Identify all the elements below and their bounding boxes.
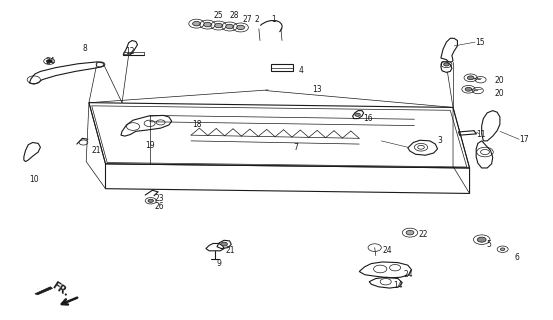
Text: 7: 7 [293, 143, 298, 152]
Text: 24: 24 [46, 57, 55, 66]
Circle shape [500, 248, 505, 251]
Text: 4: 4 [299, 66, 304, 75]
Text: 21: 21 [92, 146, 101, 155]
Text: 18: 18 [192, 120, 202, 130]
Text: 28: 28 [229, 11, 239, 20]
Circle shape [465, 87, 472, 91]
Circle shape [406, 230, 414, 235]
Text: 27: 27 [242, 15, 252, 24]
Circle shape [215, 23, 222, 28]
Text: 12: 12 [125, 47, 134, 56]
Text: 20: 20 [494, 89, 504, 98]
Text: FR.: FR. [50, 280, 71, 299]
Text: 9: 9 [217, 259, 222, 268]
Text: 22: 22 [419, 230, 429, 239]
Text: 19: 19 [145, 141, 155, 150]
Text: 17: 17 [519, 135, 529, 144]
Text: 3: 3 [437, 136, 442, 145]
Circle shape [237, 25, 244, 30]
Text: 15: 15 [475, 38, 485, 47]
Polygon shape [35, 287, 53, 295]
Text: 10: 10 [29, 175, 39, 184]
Text: 20: 20 [494, 76, 504, 85]
Text: 24: 24 [403, 270, 413, 279]
Circle shape [46, 60, 52, 63]
Circle shape [444, 63, 449, 66]
Text: 8: 8 [82, 44, 87, 53]
Text: 6: 6 [515, 253, 520, 262]
Text: 1: 1 [271, 15, 276, 24]
Circle shape [204, 22, 211, 27]
Text: 26: 26 [154, 202, 164, 211]
Circle shape [192, 21, 200, 26]
Circle shape [148, 199, 154, 202]
Text: 5: 5 [486, 240, 491, 249]
Text: 24: 24 [383, 246, 392, 255]
Text: 14: 14 [393, 281, 403, 290]
Text: 23: 23 [154, 194, 164, 203]
Text: 11: 11 [476, 130, 486, 139]
Text: 13: 13 [312, 85, 322, 94]
Text: 21: 21 [226, 246, 235, 255]
Circle shape [355, 113, 361, 116]
Circle shape [221, 242, 227, 246]
Circle shape [477, 237, 486, 242]
Text: 16: 16 [364, 114, 373, 123]
Circle shape [467, 76, 474, 80]
Text: 2: 2 [254, 15, 259, 24]
Circle shape [226, 24, 233, 29]
Text: 25: 25 [213, 11, 223, 20]
